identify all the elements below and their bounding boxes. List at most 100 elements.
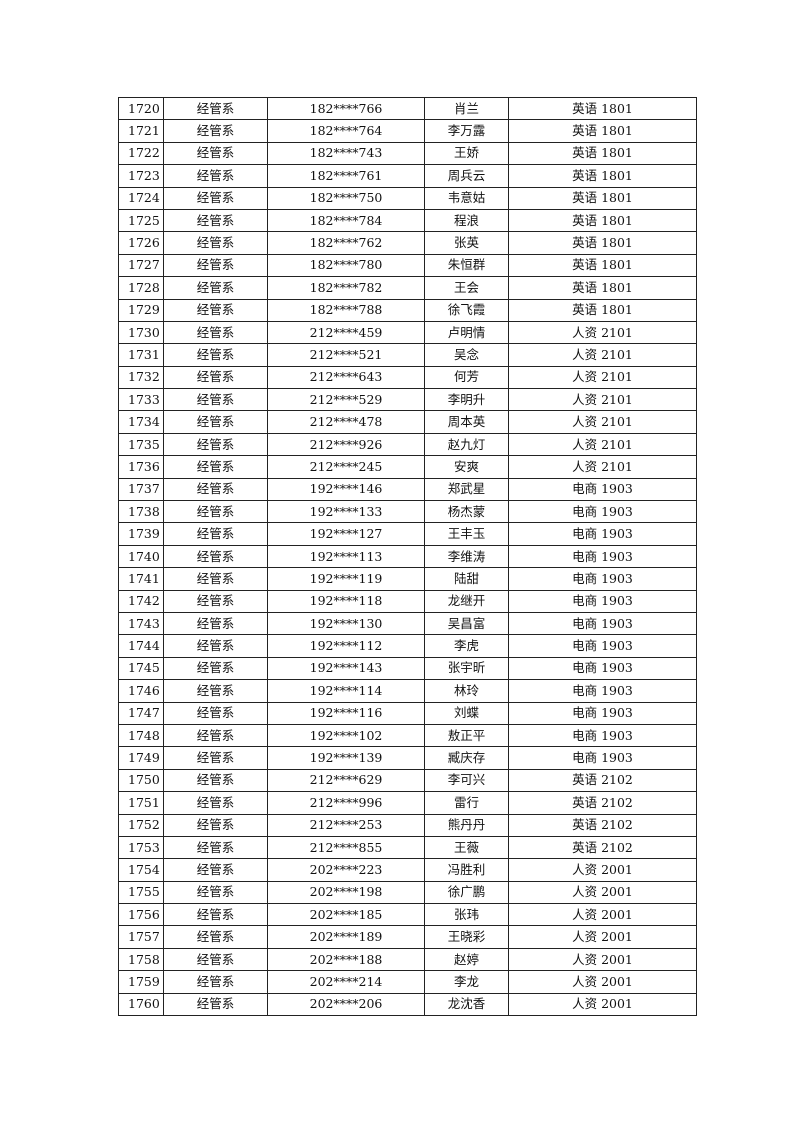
cell-index: 1735 xyxy=(118,432,164,457)
cell-name: 何芳 xyxy=(424,365,509,390)
cell-class: 人资 2101 xyxy=(508,432,697,457)
cell-index: 1736 xyxy=(118,455,164,479)
cell-class: 人资 2101 xyxy=(508,388,697,412)
cell-name: 张英 xyxy=(424,231,509,255)
table-row: 1726 经管系 182****762 张英 英语 1801 xyxy=(118,231,697,255)
cell-class: 英语 1801 xyxy=(508,231,697,255)
table-row: 1757 经管系 202****189 王晓彩 人资 2001 xyxy=(118,925,697,949)
cell-class: 英语 1801 xyxy=(508,96,697,121)
cell-department: 经管系 xyxy=(163,320,268,345)
cell-department: 经管系 xyxy=(163,611,268,636)
cell-name: 朱恒群 xyxy=(424,253,509,278)
cell-department: 经管系 xyxy=(163,544,268,569)
cell-phone: 192****119 xyxy=(267,567,425,591)
cell-department: 经管系 xyxy=(163,208,268,233)
cell-department: 经管系 xyxy=(163,276,268,300)
cell-phone: 182****764 xyxy=(267,119,425,143)
table-row: 1751 经管系 212****996 雷行 英语 2102 xyxy=(118,791,697,815)
cell-department: 经管系 xyxy=(163,522,268,546)
cell-class: 人资 2101 xyxy=(508,455,697,479)
cell-name: 周兵云 xyxy=(424,164,509,188)
cell-department: 经管系 xyxy=(163,925,268,949)
cell-class: 英语 1801 xyxy=(508,164,697,188)
cell-class: 人资 2001 xyxy=(508,925,697,949)
cell-department: 经管系 xyxy=(163,723,268,748)
cell-phone: 212****459 xyxy=(267,320,425,345)
cell-index: 1727 xyxy=(118,253,164,278)
cell-class: 人资 2001 xyxy=(508,970,697,994)
cell-phone: 212****629 xyxy=(267,768,425,793)
table-row: 1750 经管系 212****629 李可兴 英语 2102 xyxy=(118,768,697,793)
cell-name: 肖兰 xyxy=(424,96,509,121)
cell-class: 英语 2102 xyxy=(508,791,697,815)
cell-phone: 202****198 xyxy=(267,880,425,905)
cell-department: 经管系 xyxy=(163,141,268,166)
cell-name: 徐广鹏 xyxy=(424,880,509,905)
cell-department: 经管系 xyxy=(163,164,268,188)
table-row: 1720 经管系 182****766 肖兰 英语 1801 xyxy=(118,96,697,121)
cell-phone: 212****253 xyxy=(267,813,425,837)
cell-class: 人资 2001 xyxy=(508,992,697,1017)
cell-class: 电商 1903 xyxy=(508,679,697,703)
cell-department: 经管系 xyxy=(163,432,268,457)
cell-department: 经管系 xyxy=(163,96,268,121)
cell-department: 经管系 xyxy=(163,768,268,793)
cell-index: 1753 xyxy=(118,835,164,860)
cell-class: 英语 2102 xyxy=(508,768,697,793)
table-row: 1730 经管系 212****459 卢明情 人资 2101 xyxy=(118,320,697,345)
cell-class: 人资 2101 xyxy=(508,343,697,367)
cell-phone: 202****223 xyxy=(267,858,425,882)
table-row: 1734 经管系 212****478 周本英 人资 2101 xyxy=(118,410,697,434)
cell-phone: 192****146 xyxy=(267,477,425,502)
cell-class: 人资 2001 xyxy=(508,858,697,882)
cell-index: 1732 xyxy=(118,365,164,390)
table-row: 1723 经管系 182****761 周兵云 英语 1801 xyxy=(118,164,697,188)
table-row: 1724 经管系 182****750 韦意姑 英语 1801 xyxy=(118,186,697,210)
cell-phone: 202****214 xyxy=(267,970,425,994)
cell-department: 经管系 xyxy=(163,701,268,725)
cell-index: 1748 xyxy=(118,723,164,748)
cell-department: 经管系 xyxy=(163,880,268,905)
cell-class: 人资 2001 xyxy=(508,880,697,905)
table-row: 1739 经管系 192****127 王丰玉 电商 1903 xyxy=(118,522,697,546)
cell-class: 英语 1801 xyxy=(508,253,697,278)
cell-class: 英语 2102 xyxy=(508,835,697,860)
table-row: 1755 经管系 202****198 徐广鹏 人资 2001 xyxy=(118,880,697,905)
cell-department: 经管系 xyxy=(163,186,268,210)
table-row: 1721 经管系 182****764 李万露 英语 1801 xyxy=(118,119,697,143)
cell-index: 1730 xyxy=(118,320,164,345)
cell-class: 英语 1801 xyxy=(508,186,697,210)
cell-phone: 212****245 xyxy=(267,455,425,479)
cell-index: 1731 xyxy=(118,343,164,367)
cell-phone: 182****780 xyxy=(267,253,425,278)
cell-name: 李龙 xyxy=(424,970,509,994)
cell-department: 经管系 xyxy=(163,343,268,367)
cell-class: 英语 1801 xyxy=(508,276,697,300)
cell-phone: 192****133 xyxy=(267,500,425,524)
cell-class: 电商 1903 xyxy=(508,567,697,591)
cell-class: 英语 1801 xyxy=(508,298,697,322)
cell-name: 周本英 xyxy=(424,410,509,434)
cell-name: 杨杰蒙 xyxy=(424,500,509,524)
student-list-table: 1720 经管系 182****766 肖兰 英语 1801 1721 经管系 182****… xyxy=(118,96,697,1017)
cell-name: 王薇 xyxy=(424,835,509,860)
cell-department: 经管系 xyxy=(163,298,268,322)
cell-index: 1723 xyxy=(118,164,164,188)
cell-class: 英语 1801 xyxy=(508,141,697,166)
cell-class: 人资 2101 xyxy=(508,410,697,434)
cell-phone: 192****113 xyxy=(267,544,425,569)
cell-department: 经管系 xyxy=(163,947,268,972)
cell-name: 林玲 xyxy=(424,679,509,703)
cell-index: 1737 xyxy=(118,477,164,502)
table-row: 1727 经管系 182****780 朱恒群 英语 1801 xyxy=(118,253,697,278)
cell-class: 电商 1903 xyxy=(508,611,697,636)
cell-name: 郑武星 xyxy=(424,477,509,502)
table-row: 1728 经管系 182****782 王会 英语 1801 xyxy=(118,276,697,300)
table-row: 1725 经管系 182****784 程浪 英语 1801 xyxy=(118,208,697,233)
cell-department: 经管系 xyxy=(163,477,268,502)
cell-name: 王晓彩 xyxy=(424,925,509,949)
cell-name: 李虎 xyxy=(424,634,509,658)
cell-index: 1758 xyxy=(118,947,164,972)
cell-name: 吴昌富 xyxy=(424,611,509,636)
cell-phone: 182****762 xyxy=(267,231,425,255)
